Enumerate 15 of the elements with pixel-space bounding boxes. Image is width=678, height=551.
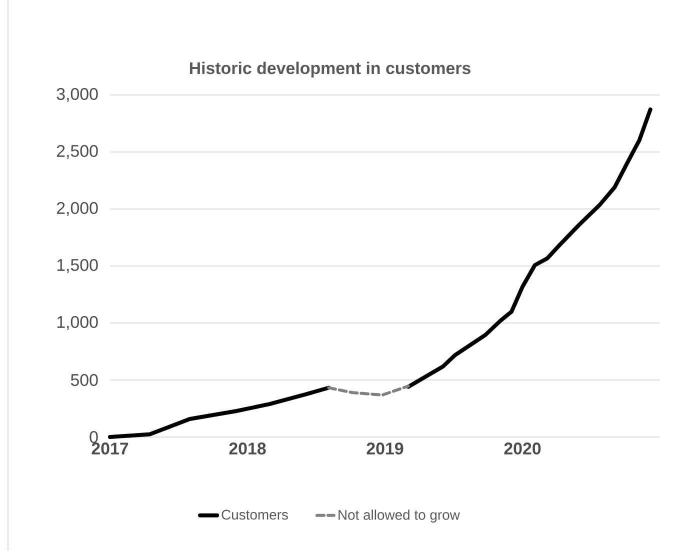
legend-label: Not allowed to grow: [338, 510, 460, 523]
y-tick-label: 2,000: [56, 202, 98, 216]
y-tick-label: 1,500: [57, 259, 98, 273]
x-tick-label: 2017: [92, 442, 128, 455]
y-tick-label: 2,500: [56, 145, 98, 159]
chart-title: Historic development in customers: [190, 62, 470, 78]
x-tick-label: 2020: [504, 442, 541, 455]
y-tick-label: 0: [90, 431, 98, 443]
legend-label: Customers: [222, 510, 288, 520]
y-tick-label: 1,000: [57, 316, 98, 330]
y-tick-label: 3,000: [56, 88, 98, 102]
x-tick-label: 2019: [366, 442, 404, 455]
line-series: [327, 384, 410, 397]
x-tick-label: 2018: [229, 442, 266, 455]
y-tick-label: 500: [70, 374, 98, 386]
